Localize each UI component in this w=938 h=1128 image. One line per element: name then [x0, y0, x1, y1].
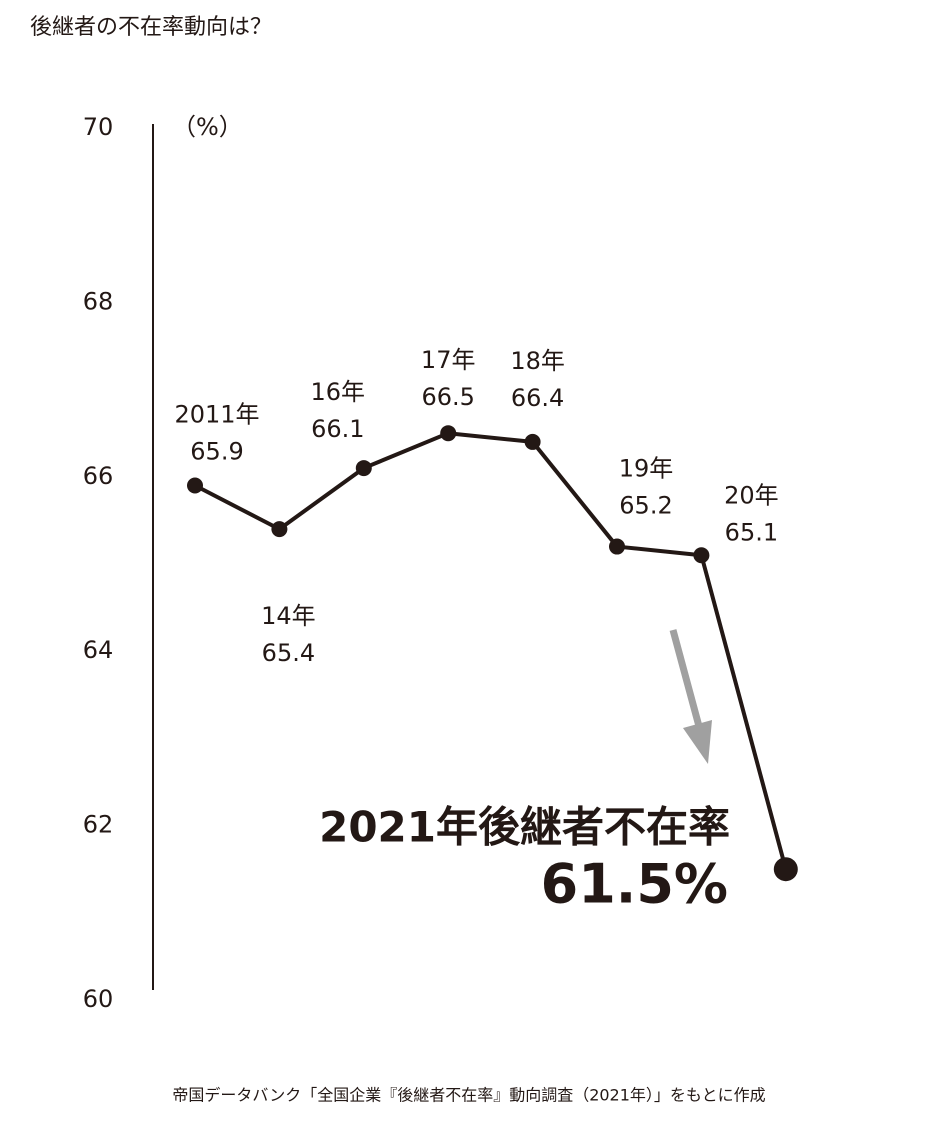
chart-title: 後継者の不在率動向は？ [30, 15, 272, 40]
y-tick-label: 66 [83, 462, 114, 490]
data-point [271, 521, 288, 538]
annotation: 2021年後継者不在率 [319, 803, 730, 852]
category-label: 19年 [619, 455, 674, 483]
y-tick-label: 64 [83, 636, 114, 664]
data-point [693, 547, 710, 564]
category-label: 20年 [724, 481, 779, 509]
value-label: 66.4 [511, 384, 564, 412]
line [194, 431, 788, 870]
value-label: 65.2 [619, 492, 672, 520]
y-axis-label: （%） [172, 113, 243, 141]
category-label: 2011年 [174, 401, 259, 429]
value-label: 61.5% [541, 853, 728, 916]
data-point [440, 425, 457, 442]
y-tick-label: 60 [83, 985, 114, 1013]
value-label: 65.1 [725, 518, 778, 546]
source-note: 帝国データバンク「全国企業『後継者不在率』動向調査（2021年）」をもとに作成 [172, 1086, 765, 1105]
y-tick-label: 62 [83, 811, 114, 839]
category-label: 17年 [421, 346, 476, 374]
category-label: 14年 [261, 602, 316, 630]
data-point [609, 538, 625, 555]
value-label: 66.1 [311, 415, 364, 443]
data-point [187, 477, 203, 494]
y-tick-label: 70 [83, 113, 114, 141]
value-label: 65.4 [262, 639, 315, 667]
data-point [773, 857, 798, 882]
data-point [355, 460, 372, 477]
y-tick-label: 68 [83, 287, 114, 315]
category-label: 16年 [311, 378, 366, 406]
value-label: 65.9 [190, 438, 243, 466]
category-label: 18年 [510, 347, 565, 375]
value-label: 66.5 [421, 383, 474, 411]
data-point [524, 433, 541, 450]
trend-arrow [669, 629, 712, 764]
